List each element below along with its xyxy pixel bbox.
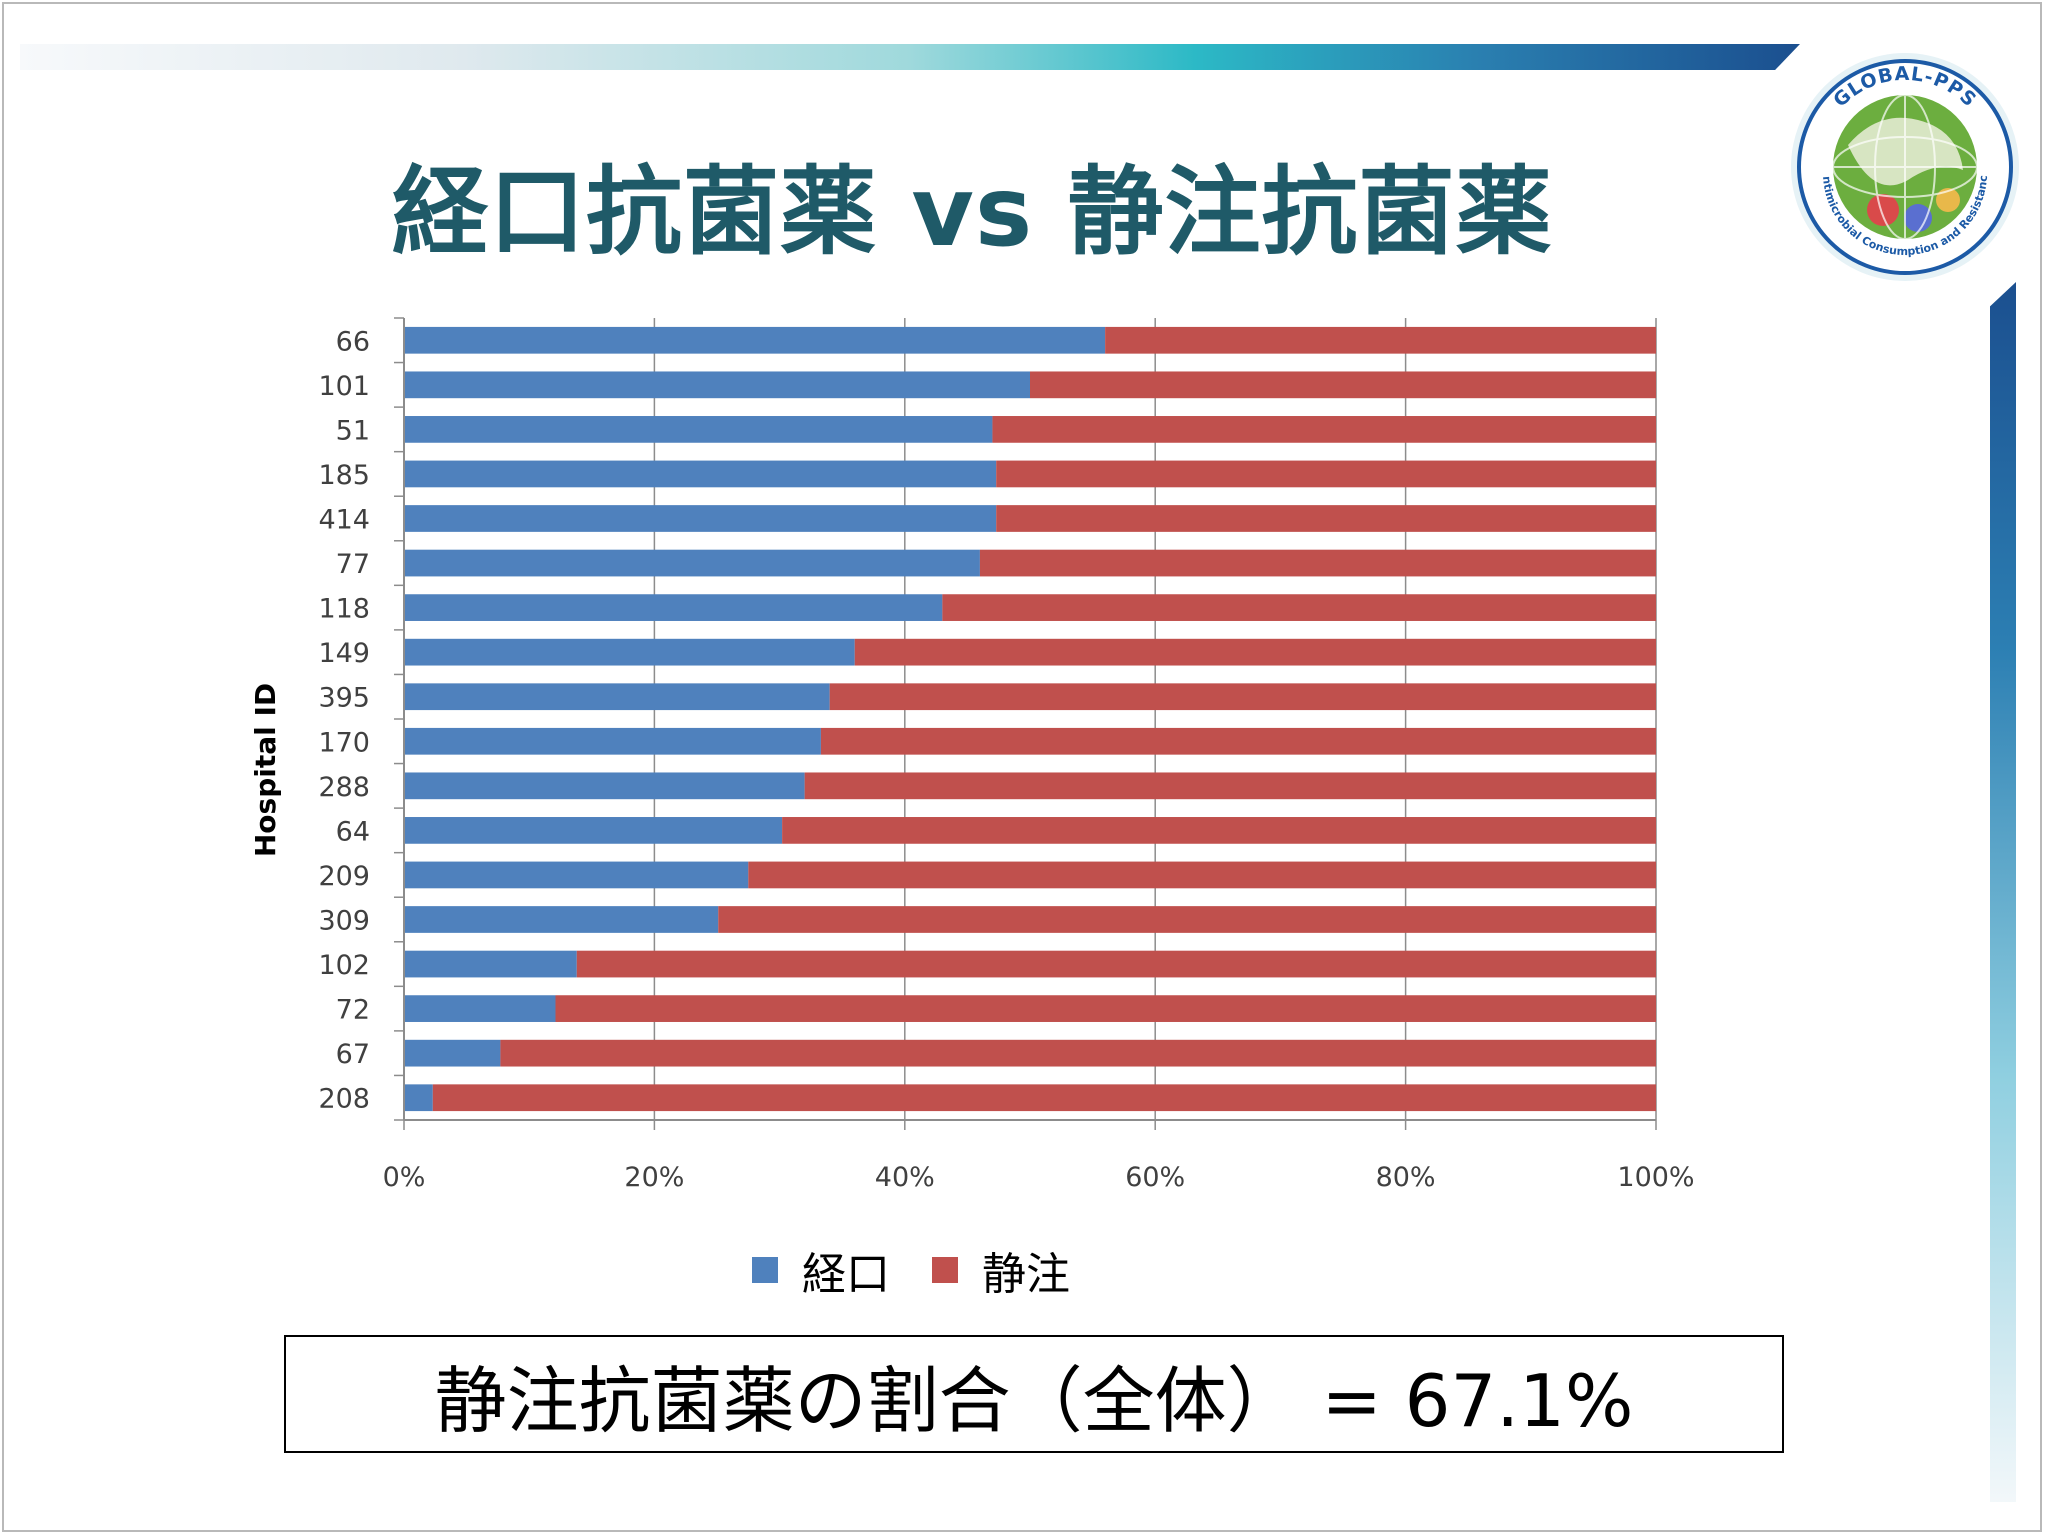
y-tick-label: 118 xyxy=(318,594,370,625)
y-tick-label: 170 xyxy=(318,727,370,758)
bar-oral-72 xyxy=(404,995,556,1022)
bar-iv-209 xyxy=(748,861,1656,889)
bar-iv-288 xyxy=(804,772,1656,800)
bar-oral-66 xyxy=(404,326,1106,354)
bar-oral-309 xyxy=(404,906,719,933)
bar-iv-102 xyxy=(576,950,1656,978)
bar-iv-309 xyxy=(718,906,1656,933)
bar-oral-67 xyxy=(404,1039,501,1067)
bar-iv-208 xyxy=(432,1084,1656,1112)
bar-oral-185 xyxy=(404,460,997,488)
bar-oral-208 xyxy=(404,1084,433,1112)
bar-iv-72 xyxy=(555,995,1657,1022)
y-tick-label: 51 xyxy=(336,415,370,446)
legend-label-oral: 経口 xyxy=(802,1249,890,1300)
y-axis-title: Hospital ID xyxy=(249,683,282,857)
y-tick-label: 288 xyxy=(318,772,370,803)
legend: 経口 静注 xyxy=(752,1240,1112,1300)
axes xyxy=(394,317,1657,1130)
bar-oral-51 xyxy=(404,416,993,443)
bar-iv-77 xyxy=(979,549,1656,577)
legend-item-iv: 静注 xyxy=(932,1238,1070,1302)
y-tick-label: 102 xyxy=(318,950,370,981)
page-title: 経口抗菌薬 vs 静注抗菌薬 xyxy=(392,156,1553,268)
summary-box: 静注抗菌薬の割合（全体） = 67.1% xyxy=(284,1335,1784,1453)
bar-iv-64 xyxy=(782,817,1656,844)
top-decor-band xyxy=(20,44,1800,70)
bar-oral-118 xyxy=(404,594,943,621)
bar-iv-51 xyxy=(992,416,1656,443)
right-decor-band xyxy=(1990,282,2016,1502)
bar-iv-66 xyxy=(1105,326,1656,354)
tick-labels: 0% 20% 40% 60% 80% 100% 66 101 51 185 414 77 118 149 3… xyxy=(318,326,1694,1193)
bar-oral-170 xyxy=(404,727,821,755)
y-tick-label: 208 xyxy=(318,1084,370,1115)
bar-oral-288 xyxy=(404,772,805,800)
y-tick-label: 72 xyxy=(336,995,370,1026)
legend-item-oral: 経口 xyxy=(752,1238,890,1302)
y-tick-label: 67 xyxy=(336,1039,370,1070)
y-tick-label: 77 xyxy=(336,549,370,580)
bar-iv-170 xyxy=(820,727,1656,755)
x-tick-label: 60% xyxy=(1125,1162,1185,1193)
bar-iv-118 xyxy=(942,594,1656,621)
bar-oral-395 xyxy=(404,683,830,711)
bar-iv-414 xyxy=(996,505,1656,532)
legend-swatch-oral xyxy=(752,1257,778,1283)
bar-oral-209 xyxy=(404,861,749,889)
x-tick-label: 0% xyxy=(383,1162,426,1193)
y-tick-label: 309 xyxy=(318,906,370,937)
bar-iv-101 xyxy=(1030,371,1656,399)
bar-oral-149 xyxy=(404,638,855,666)
legend-label-iv: 静注 xyxy=(982,1249,1070,1300)
y-tick-label: 64 xyxy=(336,816,370,847)
bars xyxy=(404,326,1657,1112)
bar-oral-102 xyxy=(404,950,577,978)
bar-oral-64 xyxy=(404,817,783,844)
legend-swatch-iv xyxy=(932,1257,958,1283)
global-pps-logo: GLOBAL-PPS Antimicrobial Consumption and… xyxy=(1788,50,2019,281)
bar-iv-185 xyxy=(996,460,1656,488)
grid-lines xyxy=(403,318,1657,1120)
bar-iv-149 xyxy=(854,638,1656,666)
x-tick-label: 80% xyxy=(1376,1162,1436,1193)
y-tick-label: 101 xyxy=(318,371,370,402)
y-tick-label: 209 xyxy=(318,861,370,892)
y-tick-label: 66 xyxy=(336,326,370,357)
y-tick-label: 149 xyxy=(318,638,370,669)
bar-iv-395 xyxy=(829,683,1656,711)
y-tick-label: 185 xyxy=(318,460,370,491)
bar-oral-414 xyxy=(404,505,997,532)
y-tick-label: 395 xyxy=(318,683,370,714)
y-tick-label: 414 xyxy=(318,505,370,536)
bar-oral-101 xyxy=(404,371,1030,399)
bar-oral-77 xyxy=(404,549,980,577)
x-tick-label: 100% xyxy=(1617,1162,1694,1193)
x-tick-label: 20% xyxy=(624,1162,684,1193)
bar-iv-67 xyxy=(500,1039,1656,1067)
x-tick-label: 40% xyxy=(875,1162,935,1193)
